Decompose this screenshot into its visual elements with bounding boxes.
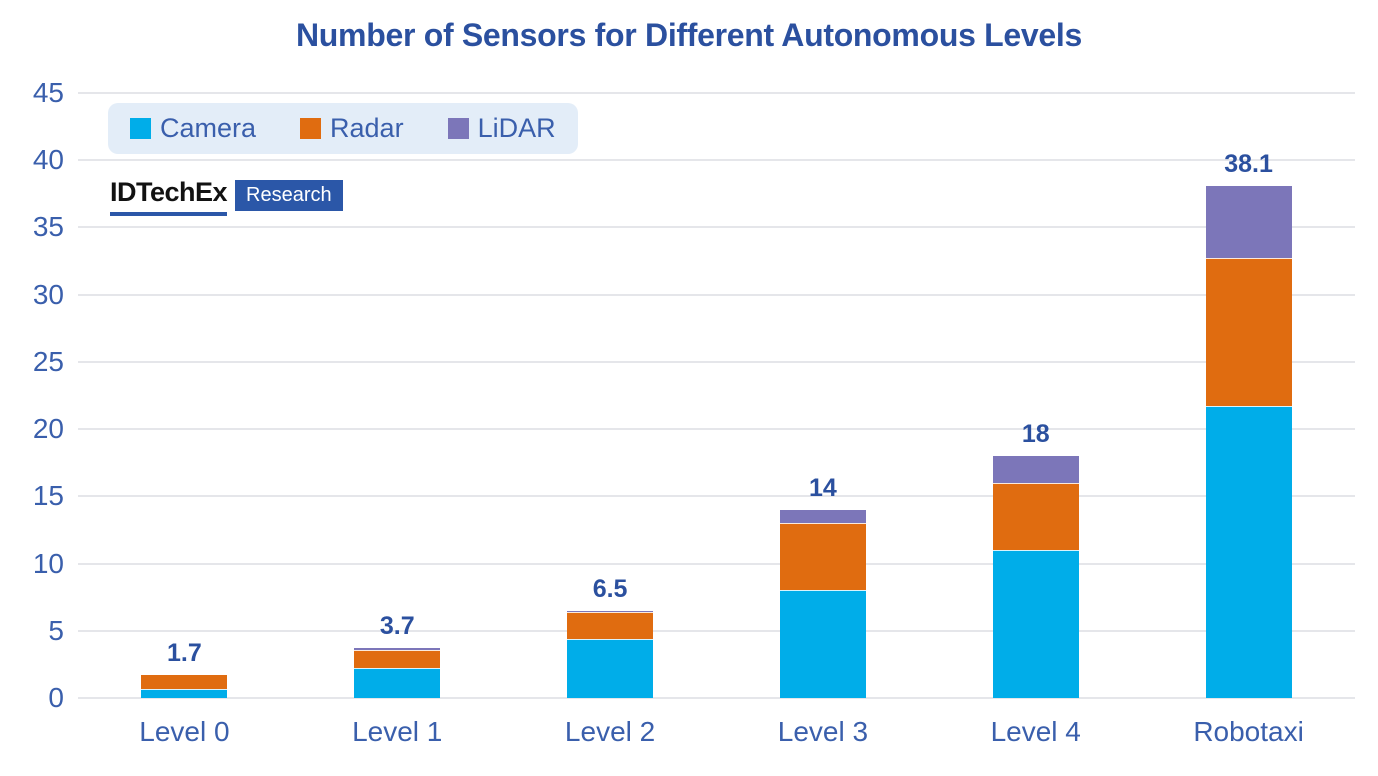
legend-item-lidar: LiDAR	[447, 113, 556, 144]
y-tick-label-40: 40	[32, 144, 64, 176]
plot-area: 1.7 3.7 6.5 14 18 38.1	[78, 92, 1355, 699]
bar-segment-radar	[1205, 258, 1292, 407]
x-axis-label: Level 4	[990, 716, 1081, 747]
bar-segment-camera	[992, 550, 1079, 698]
legend-label: Camera	[160, 113, 257, 143]
y-tick-label-10: 10	[32, 547, 64, 579]
bar-segment-camera	[567, 638, 654, 698]
bar-segment-lidar	[1205, 185, 1292, 259]
value-label: 14	[809, 473, 837, 502]
bar-column-level-3	[779, 509, 866, 698]
bar-segment-radar	[354, 649, 441, 669]
legend-swatch-radar-icon	[300, 118, 322, 139]
value-label: 6.5	[592, 574, 628, 603]
bar-segment-lidar	[779, 509, 866, 524]
legend-swatch-lidar-icon	[447, 118, 469, 139]
bar-segment-lidar	[354, 648, 441, 650]
bar-segment-radar	[779, 523, 866, 591]
gridline-y-40	[78, 159, 1355, 162]
x-axis-label: Level 2	[564, 716, 656, 747]
gridline-y-0	[78, 697, 1355, 699]
bar-segment-radar	[992, 482, 1079, 551]
bar-segment-camera	[779, 590, 866, 698]
logo-brand-text: IDTechEx	[110, 179, 228, 216]
x-axis-label: Level 0	[139, 716, 230, 747]
y-tick-label-25: 25	[32, 345, 64, 377]
value-label: 1.7	[167, 639, 202, 668]
gridline-y-10	[78, 562, 1355, 565]
gridline-y-15	[78, 495, 1355, 498]
bar-column-level-2	[567, 610, 654, 698]
y-tick-label-45: 45	[32, 77, 64, 108]
idtechex-logo: IDTechEx Research	[110, 179, 343, 216]
bar-column-level-0	[141, 675, 228, 698]
y-tick-label-30: 30	[32, 278, 64, 310]
y-tick-label-35: 35	[32, 211, 64, 243]
gridline-y-35	[78, 226, 1355, 229]
gridline-y-5	[78, 629, 1355, 632]
x-axis-label: Level 1	[352, 716, 443, 747]
y-tick-label-5: 5	[48, 614, 64, 646]
value-label: 18	[1021, 420, 1050, 448]
legend-label: LiDAR	[477, 113, 556, 143]
gridline-y-20	[78, 428, 1355, 431]
legend-label: Radar	[330, 113, 404, 143]
gridline-y-45	[78, 92, 1355, 94]
bar-column-level-4	[992, 456, 1079, 698]
value-label: 38.1	[1224, 149, 1273, 178]
legend-item-radar: Radar	[300, 113, 404, 144]
bar-segment-camera	[141, 688, 228, 698]
gridline-y-25	[78, 360, 1355, 363]
bar-segment-lidar	[567, 610, 654, 612]
bar-column-robotaxi	[1205, 185, 1292, 698]
logo-research-badge: Research	[235, 180, 343, 211]
bar-segment-camera	[354, 668, 441, 698]
legend-swatch-camera-icon	[130, 118, 151, 139]
legend-item-camera: Camera	[130, 113, 256, 144]
bar-segment-lidar	[992, 456, 1079, 483]
bar-segment-radar	[141, 675, 228, 689]
bar-segment-camera	[1205, 406, 1292, 698]
gridline-y-30	[78, 293, 1355, 296]
x-axis-label: Level 3	[777, 716, 869, 747]
y-tick-label-0: 0	[48, 682, 64, 713]
chart-title: Number of Sensors for Different Autonomo…	[296, 17, 1082, 53]
bar-column-level-1	[354, 648, 441, 698]
y-tick-label-20: 20	[32, 413, 64, 445]
x-axis-label: Robotaxi	[1193, 716, 1304, 747]
legend: Camera Radar LiDAR	[108, 103, 578, 154]
y-tick-label-15: 15	[32, 480, 64, 512]
value-label: 3.7	[379, 612, 415, 641]
bar-segment-radar	[567, 611, 654, 639]
